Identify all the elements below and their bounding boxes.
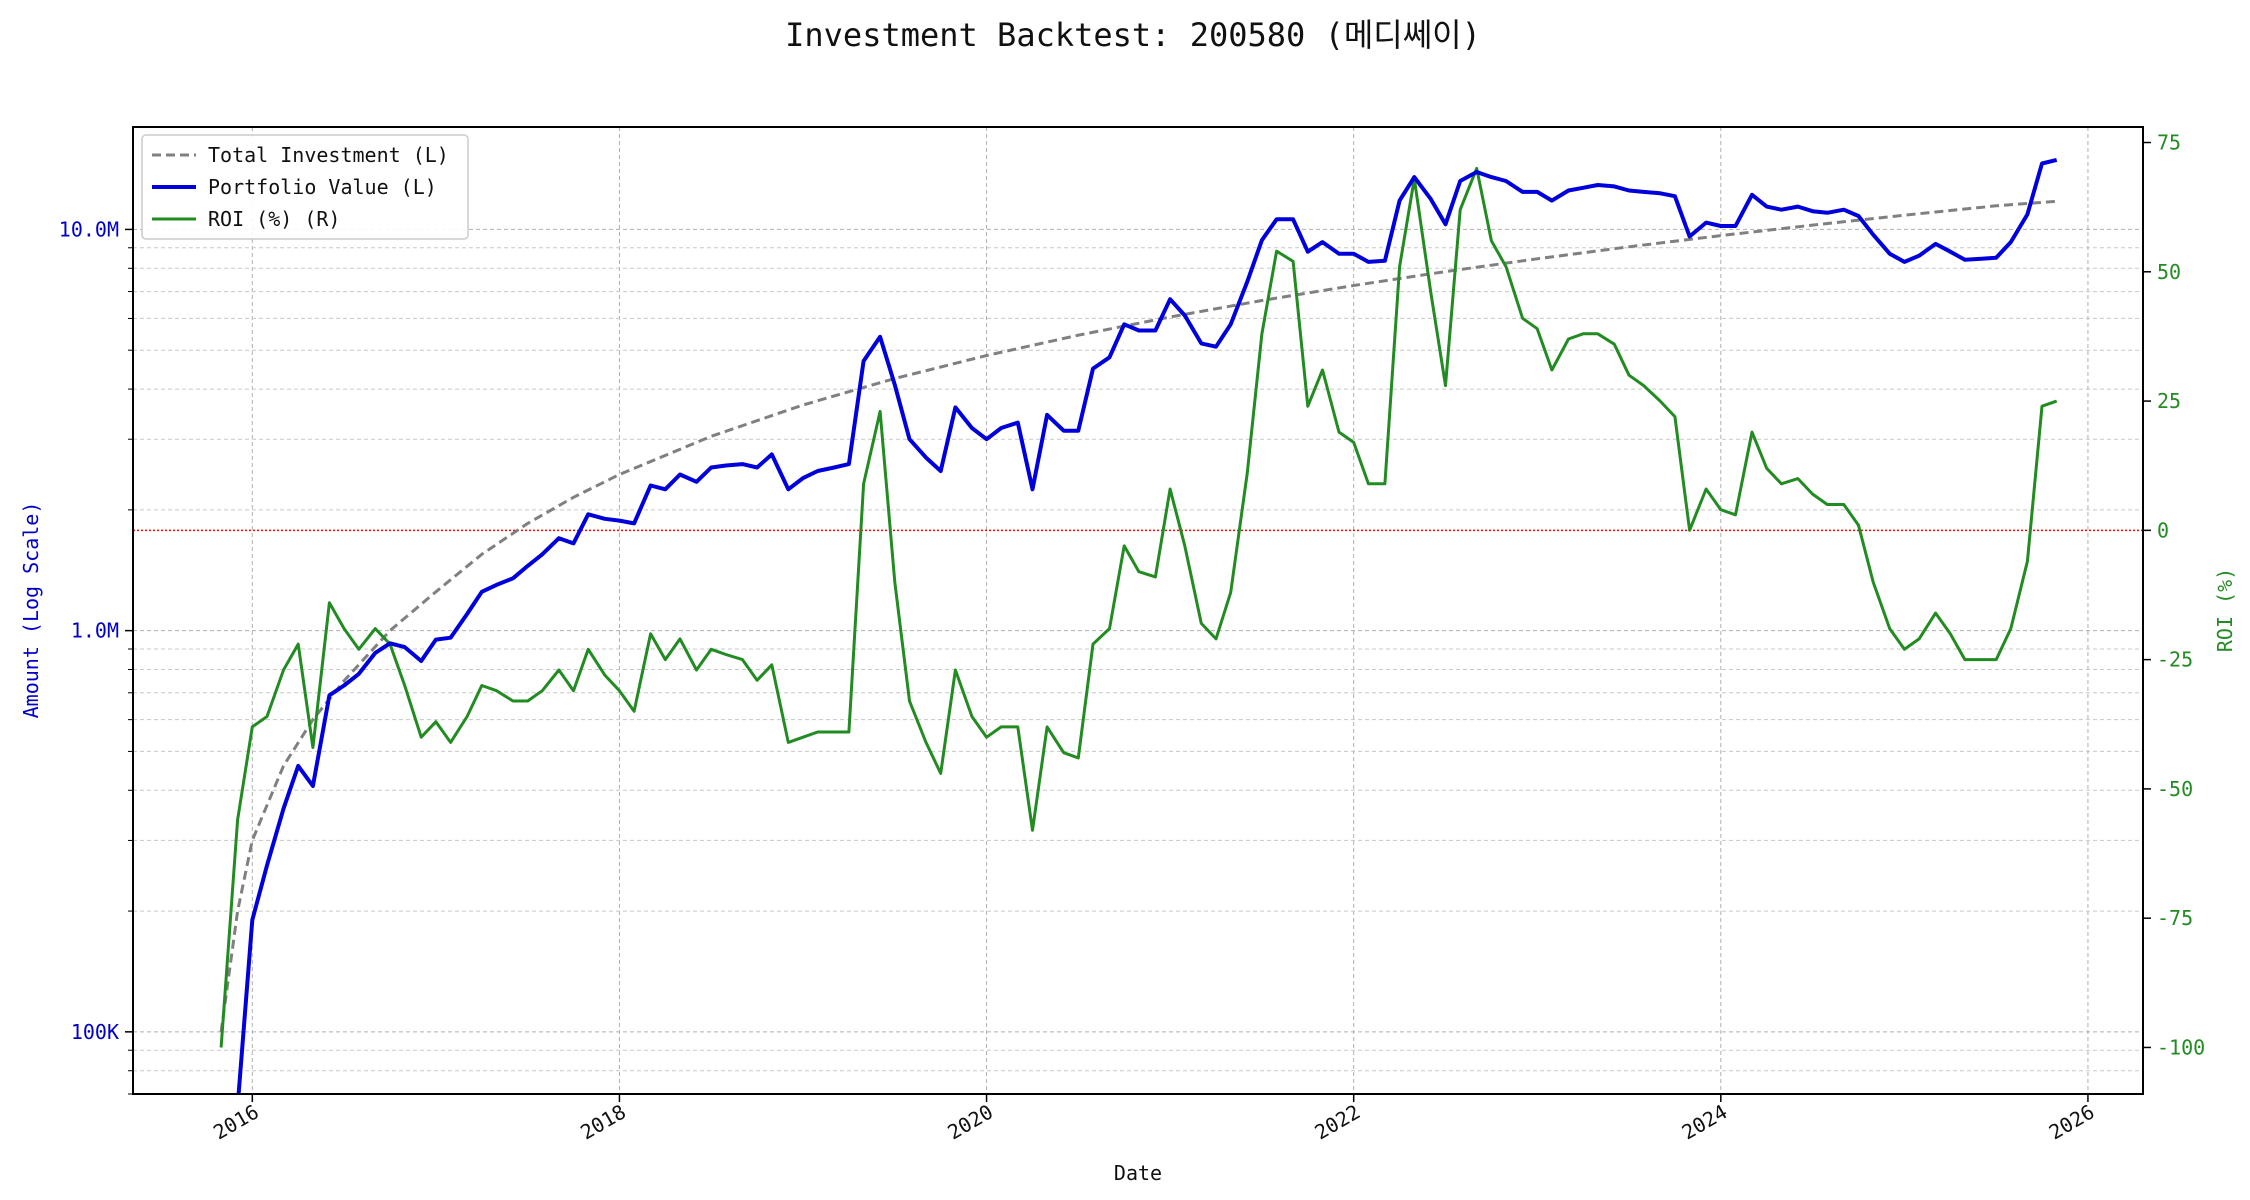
y-right-tick-label: -100 [2157,1035,2205,1059]
legend-box [141,134,469,240]
legend-label-portfolio-value: Portfolio Value (L) [208,175,437,199]
x-tick-label: 2026 [2045,1100,2099,1145]
legend: Total Investment (L) Portfolio Value (L)… [141,134,469,240]
axes: 2016 2018 2020 2022 2024 2026 100K 1.0M 10.0M -10… [59,131,2205,1145]
x-axis-label: Date [1114,1161,1162,1185]
y-right-tick-label: -50 [2157,777,2193,801]
x-tick-label: 2024 [1678,1100,1732,1145]
y-left-tick-label: 100K [71,1020,119,1044]
roi-line [219,166,2058,1048]
x-tick-label: 2016 [209,1100,263,1145]
chart-title: Investment Backtest: 200580 (메디쎄이) [785,16,1481,54]
plot-area [133,157,2143,1094]
legend-label-total-investment: Total Investment (L) [208,143,449,167]
legend-label-roi: ROI (%) (R) [208,207,340,231]
portfolio-value-line [236,157,2058,1094]
x-tick-label: 2018 [576,1100,630,1145]
y-axis-left-label: Amount (Log Scale) [19,502,43,719]
total-investment-line [219,199,2057,1033]
x-tick-label: 2022 [1310,1100,1364,1145]
y-right-tick-label: 25 [2157,389,2181,413]
y-left-tick-label: 10.0M [59,217,119,241]
y-right-tick-label: -75 [2157,906,2193,930]
grid [133,127,2143,1095]
y-right-tick-label: -25 [2157,648,2193,672]
plot-frame [132,126,2144,1095]
y-axis-right-label: ROI (%) [2213,568,2237,652]
x-tick-label: 2020 [943,1100,997,1145]
y-right-tick-label: 0 [2157,518,2169,542]
y-left-tick-label: 1.0M [71,619,119,643]
y-right-tick-label: 50 [2157,260,2181,284]
y-right-tick-label: 75 [2157,131,2181,155]
